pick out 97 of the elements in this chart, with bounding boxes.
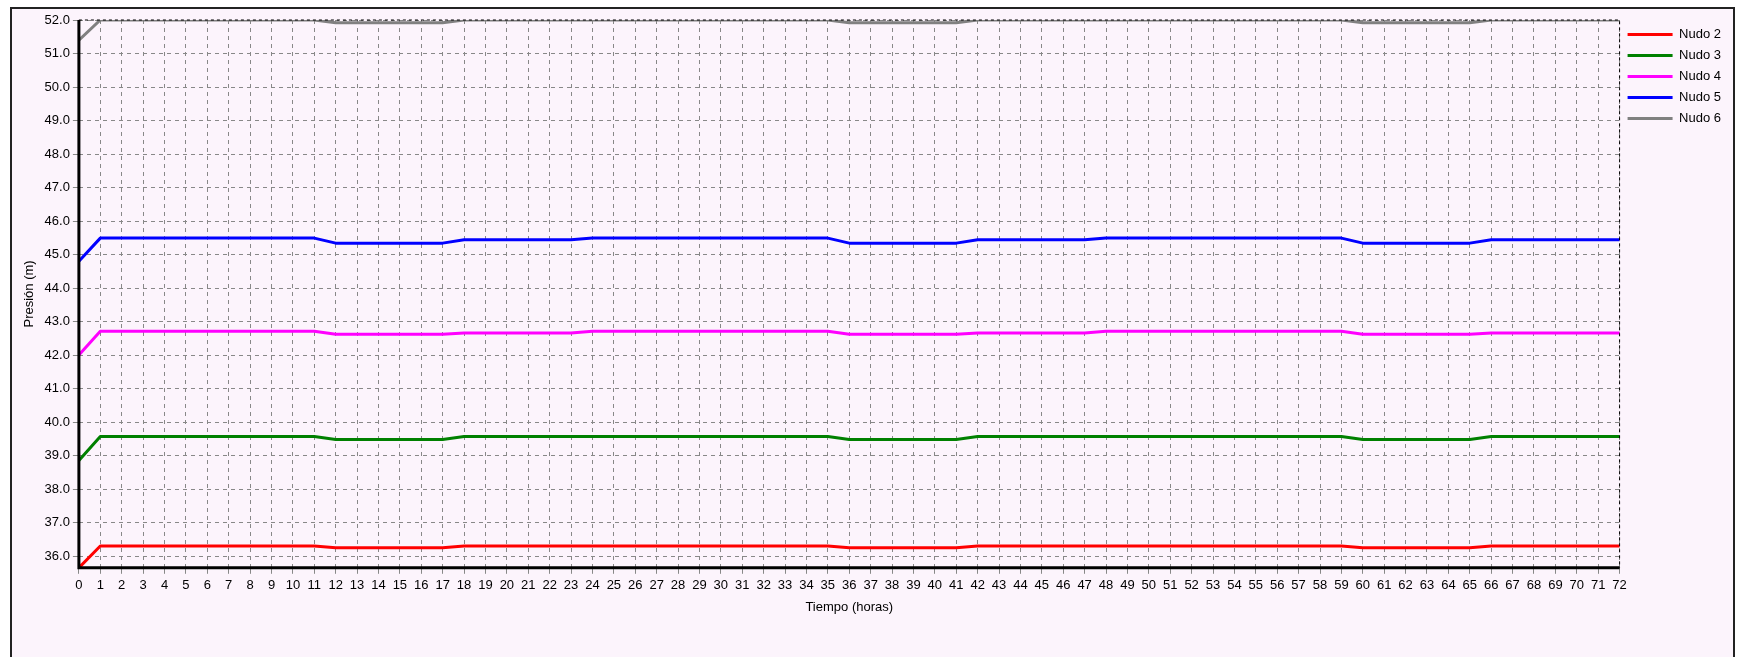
x-tick-label: 46 — [1055, 577, 1071, 593]
y-tick-label: 36.0 — [44, 547, 70, 563]
y-tick-label: 45.0 — [44, 246, 70, 262]
y-tick-label: 44.0 — [44, 279, 70, 295]
y-axis-title: Presión (m) — [21, 260, 37, 328]
x-tick-label: 38 — [884, 577, 900, 593]
x-tick-label: 16 — [414, 577, 429, 593]
y-tick-label: 49.0 — [44, 112, 70, 128]
x-tick-label: 63 — [1419, 577, 1435, 593]
y-tick-label: 40.0 — [44, 413, 70, 429]
x-tick-label: 0 — [75, 577, 83, 593]
legend-label: Nudo 6 — [1679, 110, 1721, 126]
x-tick-label: 15 — [392, 577, 408, 593]
x-tick-label: 24 — [585, 577, 600, 593]
x-tick-label: 4 — [160, 577, 169, 593]
x-tick-label: 3 — [139, 577, 147, 593]
y-tick-label: 46.0 — [44, 212, 70, 228]
x-tick-label: 59 — [1334, 577, 1349, 593]
x-tick-label: 50 — [1141, 577, 1157, 593]
y-tick-label: 50.0 — [44, 78, 70, 94]
y-tick-label: 48.0 — [44, 145, 70, 161]
x-tick-label: 36 — [842, 577, 857, 593]
x-tick-label: 11 — [307, 577, 322, 593]
x-tick-label: 33 — [777, 577, 793, 593]
x-tick-label: 60 — [1355, 577, 1371, 593]
x-tick-label: 40 — [927, 577, 943, 593]
x-tick-label: 34 — [799, 577, 814, 593]
y-tick-label: 41.0 — [44, 380, 70, 396]
x-tick-label: 68 — [1526, 577, 1542, 593]
x-tick-label: 35 — [820, 577, 836, 593]
x-tick-label: 54 — [1227, 577, 1242, 593]
x-tick-label: 9 — [267, 577, 276, 593]
y-tick-label: 37.0 — [44, 514, 70, 530]
y-tick-label: 39.0 — [44, 447, 70, 463]
x-tick-label: 37 — [863, 577, 878, 593]
x-tick-label: 72 — [1612, 577, 1627, 593]
x-tick-label: 12 — [328, 577, 343, 593]
x-tick-label: 29 — [692, 577, 707, 593]
x-tick-label: 17 — [435, 577, 450, 593]
legend-label: Nudo 5 — [1679, 89, 1721, 105]
legend-label: Nudo 3 — [1679, 47, 1721, 63]
x-tick-label: 42 — [970, 577, 985, 593]
x-tick-label: 18 — [456, 577, 472, 593]
y-tick-label: 52.0 — [44, 11, 70, 27]
x-tick-label: 61 — [1376, 577, 1392, 593]
x-tick-label: 14 — [371, 577, 386, 593]
x-tick-label: 47 — [1077, 577, 1092, 593]
x-tick-label: 41 — [949, 577, 964, 593]
x-tick-label: 31 — [735, 577, 750, 593]
x-tick-label: 1 — [96, 577, 104, 593]
x-tick-label: 65 — [1462, 577, 1478, 593]
y-tick-label: 43.0 — [44, 313, 70, 329]
x-tick-label: 56 — [1269, 577, 1285, 593]
legend-label: Nudo 4 — [1679, 68, 1721, 84]
x-tick-label: 32 — [756, 577, 771, 593]
x-tick-label: 20 — [499, 577, 515, 593]
x-tick-label: 30 — [713, 577, 729, 593]
x-tick-label: 8 — [246, 577, 254, 593]
x-tick-label: 23 — [563, 577, 579, 593]
x-tick-label: 51 — [1162, 577, 1178, 593]
x-tick-label: 25 — [606, 577, 622, 593]
x-tick-label: 62 — [1398, 577, 1413, 593]
x-tick-label: 5 — [182, 577, 190, 593]
x-tick-label: 2 — [118, 577, 126, 593]
y-tick-label: 42.0 — [44, 346, 70, 362]
x-tick-label: 48 — [1098, 577, 1114, 593]
x-tick-label: 49 — [1120, 577, 1135, 593]
x-tick-label: 69 — [1548, 577, 1563, 593]
x-tick-label: 19 — [478, 577, 493, 593]
y-tick-label: 51.0 — [44, 45, 70, 61]
x-tick-label: 58 — [1312, 577, 1328, 593]
x-tick-label: 21 — [521, 577, 536, 593]
x-tick-label: 6 — [203, 577, 211, 593]
x-tick-label: 70 — [1569, 577, 1585, 593]
x-tick-label: 67 — [1505, 577, 1520, 593]
x-tick-label: 66 — [1483, 577, 1499, 593]
x-tick-label: 7 — [225, 577, 233, 593]
x-tick-label: 71 — [1590, 577, 1606, 593]
x-tick-label: 43 — [991, 577, 1007, 593]
x-tick-label: 27 — [649, 577, 664, 593]
x-tick-label: 52 — [1184, 577, 1199, 593]
x-tick-label: 64 — [1441, 577, 1456, 593]
x-tick-label: 28 — [670, 577, 686, 593]
x-tick-label: 13 — [349, 577, 365, 593]
legend-label: Nudo 2 — [1679, 26, 1721, 42]
x-tick-label: 57 — [1291, 577, 1306, 593]
x-axis-title: Tiempo (horas) — [805, 598, 894, 614]
x-tick-label: 10 — [285, 577, 301, 593]
x-tick-label: 22 — [542, 577, 557, 593]
x-tick-label: 26 — [628, 577, 643, 593]
x-tick-label: 45 — [1034, 577, 1050, 593]
x-tick-label: 39 — [906, 577, 921, 593]
x-tick-label: 44 — [1013, 577, 1028, 593]
y-tick-label: 47.0 — [44, 179, 70, 195]
y-tick-label: 38.0 — [44, 480, 70, 496]
x-tick-label: 55 — [1248, 577, 1264, 593]
x-tick-label: 53 — [1205, 577, 1221, 593]
